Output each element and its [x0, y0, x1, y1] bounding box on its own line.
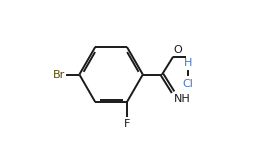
Text: NH: NH: [174, 94, 191, 104]
Text: F: F: [124, 119, 130, 129]
Text: Cl: Cl: [182, 79, 193, 89]
Text: O: O: [174, 45, 183, 55]
Text: H: H: [184, 58, 192, 68]
Text: Br: Br: [53, 69, 65, 80]
